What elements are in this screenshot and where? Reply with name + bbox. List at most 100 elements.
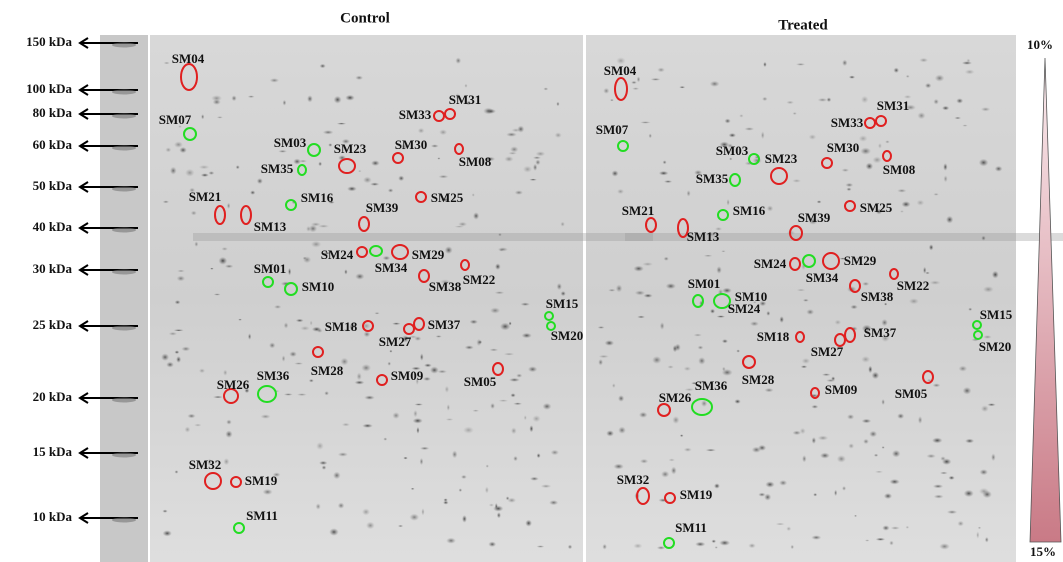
- spot-label: SM08: [459, 154, 492, 169]
- gel-spot: [602, 544, 607, 550]
- spot-label: SM18: [325, 319, 358, 334]
- spot-label: SM09: [825, 382, 858, 397]
- gel-spot: [704, 255, 713, 257]
- spot-label: SM16: [301, 190, 334, 205]
- gel-spot: [818, 436, 829, 441]
- gel-spot: [309, 379, 314, 382]
- spot-label: SM01: [254, 261, 287, 276]
- gel-spot: [465, 345, 474, 349]
- gel-spot: [893, 68, 899, 74]
- gel-spot: [906, 526, 910, 529]
- gel-spot: [664, 257, 669, 261]
- gel-spot: [445, 386, 449, 393]
- gel-spot: [371, 160, 380, 166]
- spot-label: SM11: [675, 520, 707, 535]
- gel-spot: [316, 442, 324, 450]
- gel-spot: [416, 427, 419, 434]
- gel-spot: [413, 418, 423, 423]
- gel-spot: [162, 510, 167, 513]
- gel-spot: [918, 416, 922, 424]
- gel-spot: [608, 289, 615, 292]
- gel-treated: [586, 35, 1016, 562]
- gel-spot: [736, 349, 740, 352]
- gel-spot: [374, 312, 379, 314]
- spot-label: SM31: [449, 92, 482, 107]
- gel-spot: [418, 128, 425, 134]
- gel-spot: [163, 530, 172, 536]
- gel-spot: [403, 457, 408, 460]
- spot-label: SM25: [860, 200, 893, 215]
- marker-label: 20 kDa: [33, 389, 73, 404]
- gel-spot: [866, 163, 874, 170]
- gel-spot: [173, 329, 183, 331]
- gel-spot: [213, 99, 221, 105]
- ladder-band: [112, 326, 136, 331]
- gel-spot: [671, 467, 677, 475]
- gel-spot: [344, 269, 347, 274]
- gel-spot: [764, 494, 771, 501]
- gel-spot: [916, 200, 924, 206]
- gel-spot: [849, 76, 855, 79]
- gel-spot: [486, 464, 489, 467]
- marker-label: 25 kDa: [33, 317, 73, 332]
- gel-spot: [549, 500, 558, 505]
- gel-spot: [603, 88, 609, 94]
- gel-spot: [217, 116, 223, 118]
- gel-spot: [666, 283, 676, 289]
- gel-spot: [869, 431, 877, 438]
- gel-spot: [652, 356, 661, 364]
- gel-spot: [802, 455, 806, 462]
- gel-spot: [932, 438, 943, 444]
- gel-spot: [875, 471, 883, 473]
- marker-label: 40 kDa: [33, 219, 73, 234]
- gel-spot: [166, 362, 174, 368]
- gel-spot: [470, 320, 478, 325]
- gel-spot: [324, 391, 329, 395]
- gel-spot: [533, 164, 537, 171]
- gel-spot: [388, 188, 394, 192]
- spot-label: SM20: [979, 339, 1012, 354]
- gel-spot: [979, 488, 989, 495]
- gel-spot: [529, 425, 533, 432]
- spot-label: SM34: [375, 260, 408, 275]
- gel-spot: [443, 501, 448, 505]
- gel-spot: [968, 308, 972, 311]
- gel-spot: [964, 490, 974, 497]
- gel-spot: [177, 276, 185, 282]
- gel-spot: [420, 447, 429, 450]
- gel-spot: [939, 543, 950, 550]
- gel-spot: [357, 372, 362, 380]
- spot-label: SM27: [379, 334, 412, 349]
- spot-label: SM39: [798, 210, 831, 225]
- gel-spot: [618, 395, 624, 402]
- gel-spot: [991, 453, 995, 461]
- gel-spot: [423, 377, 431, 381]
- gel-spot: [524, 415, 527, 420]
- ladder-band: [112, 228, 136, 233]
- gel-spot: [257, 178, 263, 184]
- marker-label: 80 kDa: [33, 105, 73, 120]
- ladder-band: [112, 518, 136, 523]
- gel-spot: [942, 106, 949, 110]
- gel-spot: [165, 147, 171, 152]
- gel-spot: [322, 465, 327, 469]
- gel-spot: [848, 443, 854, 449]
- ladder-band: [112, 114, 136, 119]
- gel-spot: [680, 434, 684, 437]
- spot-label: SM04: [604, 63, 637, 78]
- gel-spot: [289, 351, 297, 357]
- gel-spot: [834, 490, 837, 496]
- ladder-band: [112, 453, 136, 458]
- gel-spot: [872, 372, 880, 379]
- gel-spot: [284, 393, 293, 395]
- gel-spot: [684, 366, 692, 371]
- ladder-band: [112, 90, 136, 95]
- gel-spot: [495, 263, 501, 270]
- gel-spot: [979, 159, 989, 167]
- gel-spot: [803, 299, 809, 302]
- gel-spot: [672, 416, 679, 424]
- gel-spot: [933, 484, 943, 488]
- gel-spot: [599, 355, 610, 358]
- gel-spot: [881, 399, 884, 405]
- gel-spot: [488, 541, 496, 547]
